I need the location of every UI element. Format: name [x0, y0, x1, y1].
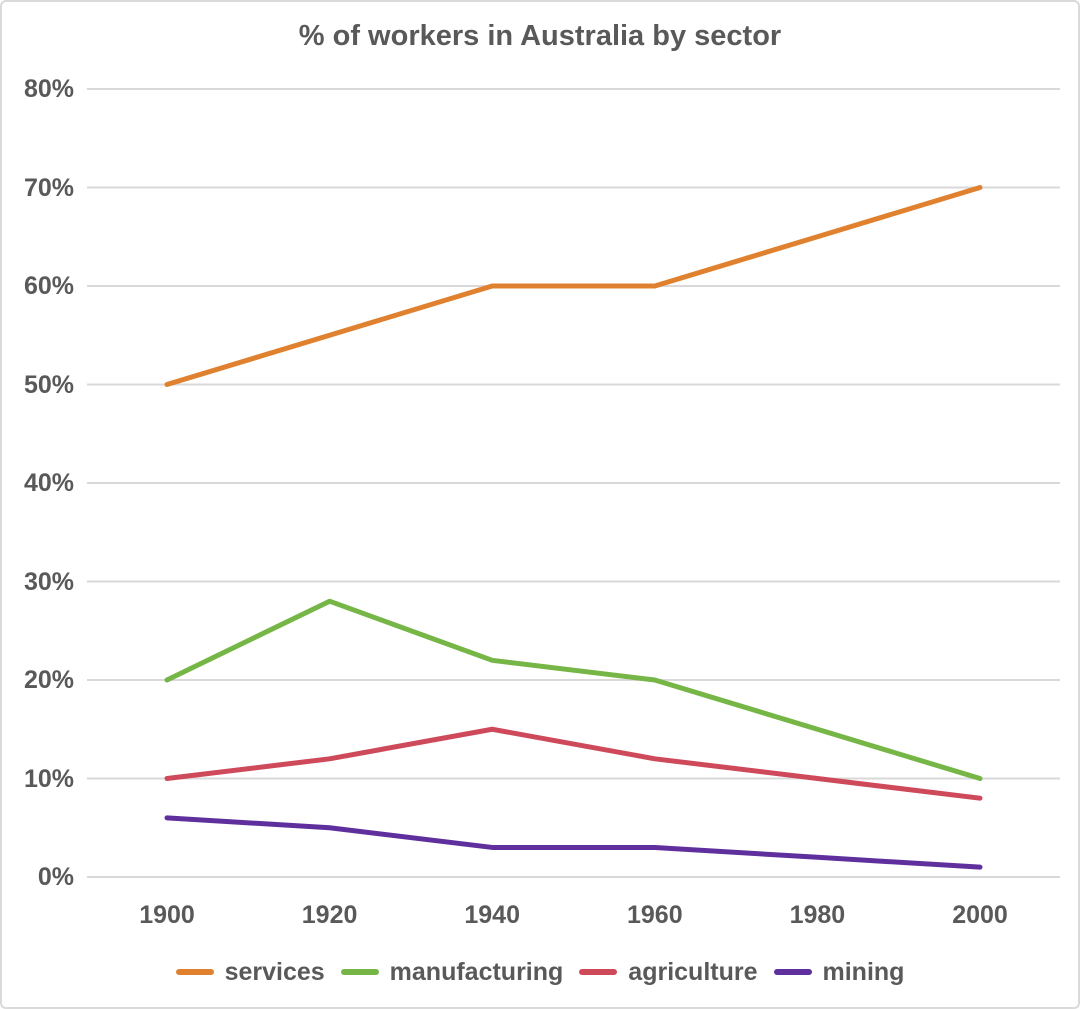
legend-label-services: services: [224, 958, 325, 986]
x-tick-label-1960: 1960: [626, 901, 683, 929]
legend-item-mining: mining: [773, 955, 905, 989]
legend-swatch-mining-icon: [773, 969, 812, 975]
series-line-mining: [164, 815, 983, 870]
legend-swatch-services-icon: [175, 969, 214, 975]
y-tick-label-50%: 50%: [23, 370, 74, 399]
legend-item-manufacturing: manufacturing: [340, 955, 564, 989]
legend: services manufacturing agriculture mining: [2, 955, 1078, 989]
legend-label-manufacturing: manufacturing: [389, 958, 564, 986]
legend-item-agriculture: agriculture: [579, 955, 758, 989]
x-tick-label-1900: 1900: [139, 901, 195, 929]
y-tick-label-60%: 60%: [23, 272, 74, 300]
y-tick-label-10%: 10%: [23, 764, 74, 793]
legend-label-mining: mining: [822, 958, 905, 986]
y-tick-label-80%: 80%: [23, 75, 74, 103]
legend-swatch-agriculture-icon: [579, 969, 618, 975]
legend-label-agriculture: agriculture: [628, 958, 758, 986]
y-tick-label-40%: 40%: [23, 469, 74, 497]
chart-title: % of workers in Australia by sector: [298, 20, 782, 52]
legend-item-services: services: [175, 955, 325, 989]
x-tick-label-2000: 2000: [952, 901, 1008, 929]
legend-swatch-manufacturing-icon: [340, 969, 379, 975]
y-tick-label-30%: 30%: [23, 567, 74, 596]
x-tick-label-1940: 1940: [464, 901, 520, 929]
y-tick-label-0%: 0%: [37, 863, 74, 891]
y-tick-label-20%: 20%: [23, 666, 74, 694]
series-line-manufacturing: [164, 598, 983, 781]
series-line-services: [164, 185, 983, 387]
x-tick-label-1980: 1980: [789, 901, 846, 929]
y-tick-label-70%: 70%: [23, 173, 74, 202]
x-tick-label-1920: 1920: [301, 901, 358, 929]
series-line-agriculture: [164, 726, 983, 801]
